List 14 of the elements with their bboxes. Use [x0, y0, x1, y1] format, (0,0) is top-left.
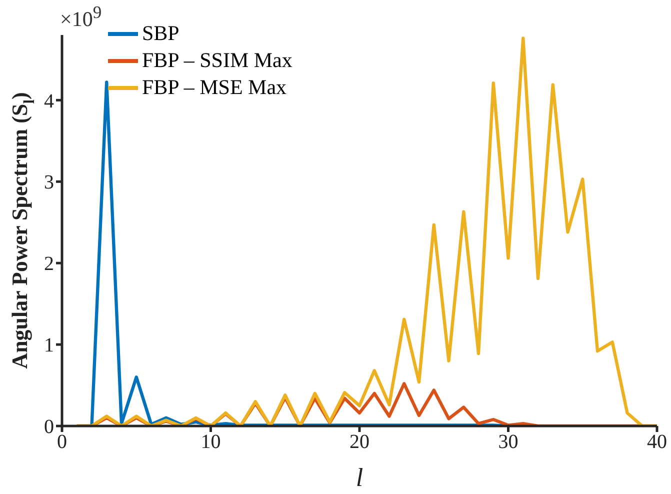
x-tick-label: 20	[350, 431, 370, 454]
text: ×10$^{9}$	[60, 2, 102, 32]
x-tick-label: 10	[200, 431, 221, 454]
y-tick-label: 3	[44, 172, 54, 194]
y-tick-label: 4	[44, 90, 54, 112]
x-tick-label: 40	[647, 431, 667, 454]
x-tick-label: 30	[498, 431, 518, 454]
legend-label: FBP – SSIM Max	[142, 47, 292, 74]
x-axis-title: l	[356, 463, 364, 492]
legend-label: FBP – MSE Max	[142, 74, 287, 101]
y-tick-label: 2	[44, 253, 54, 276]
y-tick-label: 1	[44, 334, 54, 357]
legend-label: SBP	[142, 20, 180, 47]
y-tick-label: 0	[44, 416, 54, 438]
